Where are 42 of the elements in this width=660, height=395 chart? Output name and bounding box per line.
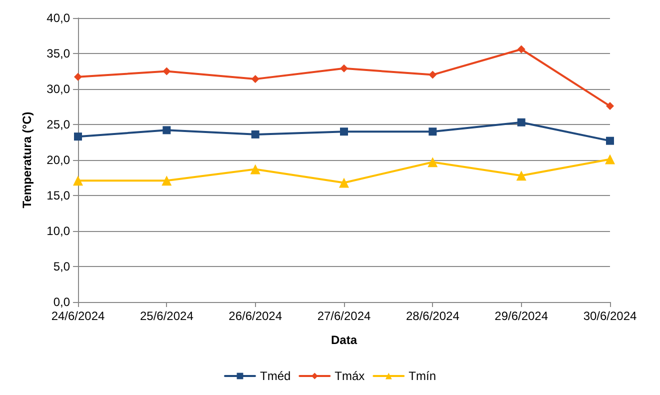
point (606, 102, 614, 110)
point (162, 67, 171, 76)
point (73, 176, 83, 186)
legend-label: Tméd (260, 369, 291, 383)
y-axis-title: Temperatura (°C) (20, 112, 34, 208)
y-tick-label: 35,0 (46, 46, 70, 60)
point (162, 126, 171, 134)
y-tick-label: 5,0 (53, 260, 70, 274)
y-tick-label: 30,0 (46, 82, 70, 96)
x-tick-label: 28/6/2024 (406, 309, 460, 323)
point (428, 157, 438, 168)
point (428, 128, 437, 136)
point (340, 128, 348, 136)
y-tick-label: 40,0 (46, 11, 70, 25)
point (605, 154, 615, 164)
point (162, 176, 172, 186)
y-tick-label: 0,0 (53, 295, 70, 309)
x-tick-label: 26/6/2024 (228, 309, 282, 323)
x-axis-title: Data (330, 333, 358, 347)
x-tick-label: 27/6/2024 (317, 309, 372, 323)
y-tick-label: 25,0 (46, 118, 70, 132)
point (339, 178, 349, 188)
x-tick-label: 29/6/2024 (494, 309, 548, 323)
point (74, 72, 82, 81)
point (250, 164, 260, 174)
x-tick-label: 25/6/2024 (140, 309, 194, 323)
legend-label: Tmáx (334, 369, 365, 383)
x-tick-label: 30/6/2024 (583, 309, 638, 323)
point (251, 75, 260, 84)
point (517, 118, 526, 126)
point (606, 136, 614, 145)
y-tick-label: 15,0 (46, 188, 70, 202)
x-tick-label: 24/6/2024 (51, 309, 106, 323)
legend-label: Tmín (408, 369, 436, 383)
point (340, 64, 348, 72)
y-tick-label: 20,0 (46, 153, 70, 167)
y-tick-label: 10,0 (46, 224, 70, 238)
point (74, 132, 82, 141)
point (517, 45, 526, 54)
point (251, 130, 260, 138)
point (516, 170, 526, 181)
point (428, 70, 437, 79)
